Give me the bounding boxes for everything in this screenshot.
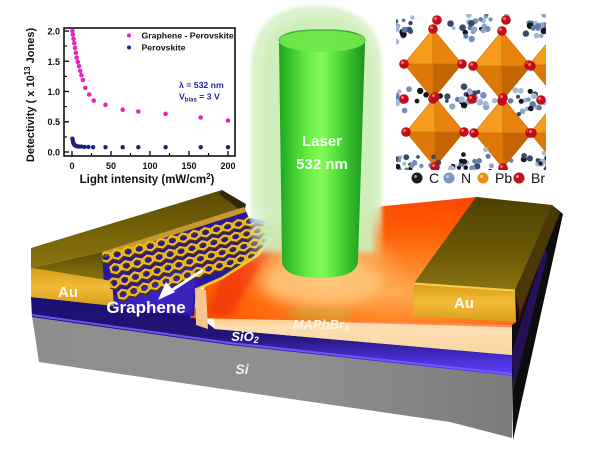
svg-text:C: C: [429, 170, 439, 186]
svg-text:Graphene: Graphene: [106, 298, 185, 317]
svg-text:100: 100: [142, 161, 157, 171]
svg-text:Light intensity (mW/cm2): Light intensity (mW/cm2): [80, 172, 215, 186]
svg-text:Au: Au: [454, 295, 474, 312]
svg-text:0: 0: [69, 161, 74, 171]
svg-text:150: 150: [181, 161, 196, 171]
svg-text:MAPbBr3: MAPbBr3: [293, 317, 349, 333]
svg-text:2.0: 2.0: [47, 27, 60, 37]
svg-text:Graphene - Perovskite: Graphene - Perovskite: [142, 31, 234, 41]
svg-text:Pb: Pb: [495, 170, 512, 186]
svg-text:Laser: Laser: [302, 133, 342, 150]
svg-text:Perovskite: Perovskite: [142, 43, 186, 53]
svg-text:N: N: [461, 170, 471, 186]
svg-text:532 nm: 532 nm: [296, 156, 348, 173]
svg-text:Detectivity ( x 1013 Jones): Detectivity ( x 1013 Jones): [23, 28, 37, 163]
svg-text:Si: Si: [235, 361, 249, 377]
svg-text:0.0: 0.0: [47, 148, 60, 158]
svg-text:1.5: 1.5: [47, 57, 60, 67]
svg-text:Br: Br: [531, 170, 545, 186]
svg-text:λ = 532 nm: λ = 532 nm: [179, 80, 224, 90]
svg-text:50: 50: [106, 161, 116, 171]
svg-text:1.0: 1.0: [47, 87, 60, 97]
svg-text:Au: Au: [58, 284, 78, 301]
svg-text:SiO2: SiO2: [231, 329, 258, 345]
svg-text:0.5: 0.5: [47, 117, 60, 127]
svg-text:200: 200: [220, 161, 235, 171]
